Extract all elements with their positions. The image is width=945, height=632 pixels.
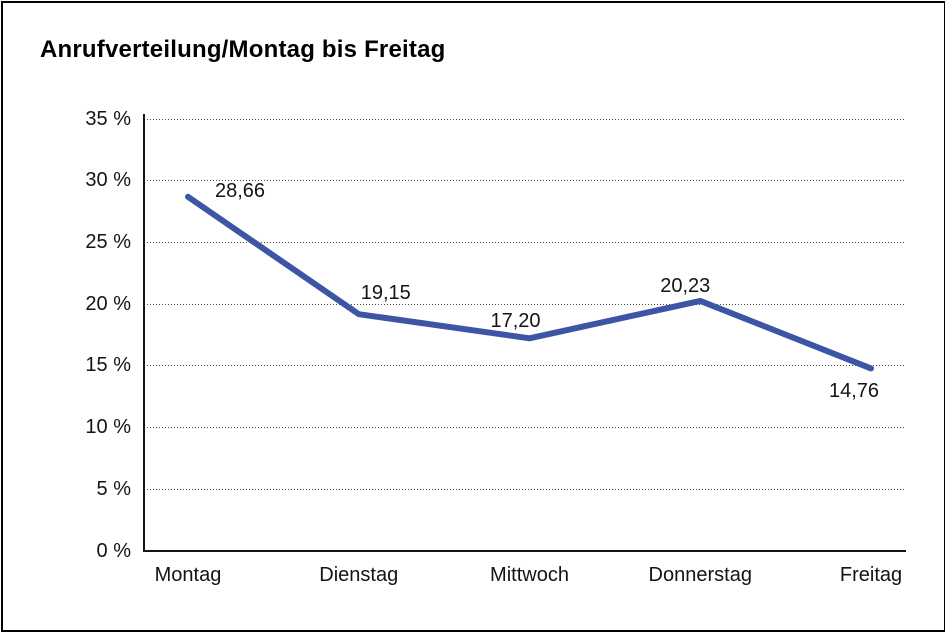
x-tick-label-montag: Montag	[154, 564, 222, 586]
data-label-mittwoch: 17,20	[490, 309, 541, 332]
y-tick-label-30: 30 %	[85, 169, 131, 192]
x-tick-label-mittwoch: Mittwoch	[490, 564, 569, 586]
x-tick-label-donnerstag: Donnerstag	[648, 564, 752, 586]
gridline-20	[144, 303, 906, 305]
chart-title: Anrufverteilung/Montag bis Freitag	[40, 36, 446, 63]
y-axis-line	[143, 114, 145, 552]
y-tick-label-25: 25 %	[85, 231, 131, 253]
gridline-15	[144, 365, 906, 367]
y-tick-label-0: 0 %	[96, 539, 131, 562]
gridline-5	[144, 488, 906, 490]
gridline-10	[144, 427, 906, 429]
y-tick-label-15: 15 %	[85, 354, 131, 377]
data-label-donnerstag: 20,23	[660, 274, 711, 297]
gridline-25	[144, 242, 906, 243]
data-label-montag: 28,66	[214, 180, 266, 203]
series-line	[185, 193, 874, 372]
y-tick-label-20: 20 %	[85, 292, 131, 315]
gridline-30	[144, 180, 906, 182]
x-tick-label-freitag: Freitag	[839, 564, 903, 586]
y-tick-label-10: 10 %	[85, 416, 131, 439]
y-tick-label-35: 35 %	[85, 107, 131, 130]
gridline-35	[144, 118, 906, 120]
data-label-freitag: 14,76	[828, 380, 880, 403]
data-label-dienstag: 19,15	[360, 281, 411, 304]
y-tick-label-5: 5 %	[96, 477, 131, 500]
x-tick-label-dienstag: Dienstag	[319, 564, 399, 586]
x-axis-line	[143, 549, 906, 552]
